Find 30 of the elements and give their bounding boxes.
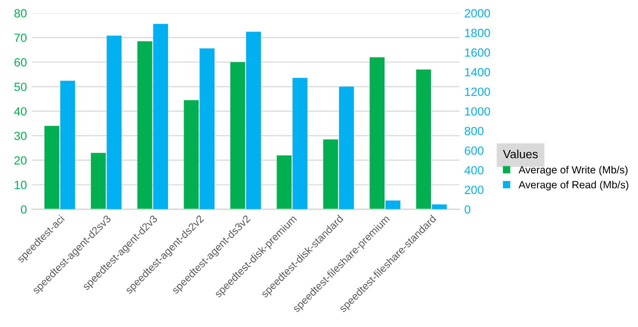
y2-tick-label: 2000: [464, 9, 490, 18]
y2-tick-label: 1600: [465, 48, 490, 57]
bar: [385, 200, 400, 210]
y2-tick-label: 800: [464, 126, 484, 136]
bar: [370, 57, 385, 210]
y-tick-label: 10: [14, 180, 27, 190]
bar: [90, 152, 106, 210]
y-tick-label: 70: [14, 34, 27, 42]
y-tick-label: 40: [14, 107, 27, 116]
y2-tick-label: 0: [464, 205, 470, 214]
y-tick-label: 20: [14, 156, 27, 165]
y-tick-label: 30: [14, 132, 27, 140]
y-tick-label: 60: [14, 58, 27, 67]
y-tick-label: 50: [14, 82, 27, 92]
legend-label: Average of Read (Mb/s): [518, 180, 628, 190]
y2-tick-label: 1000: [465, 107, 490, 116]
y2-tick-label: 400: [464, 166, 484, 174]
bar: [416, 69, 432, 210]
y-tick-label: 0: [20, 205, 27, 214]
y-tick-label: 80: [14, 9, 27, 18]
bar: [292, 78, 308, 210]
y2-tick-label: 1400: [465, 68, 490, 76]
y2-tick-label: 200: [464, 186, 484, 194]
legend-label: Average of Write (Mb/s): [518, 166, 628, 176]
y2-tick-label: 1800: [465, 28, 490, 38]
bar: [106, 36, 122, 210]
bar: [432, 204, 447, 210]
y2-tick-label: 1200: [465, 88, 490, 96]
y2-tick-label: 600: [464, 146, 484, 155]
legend-title: Values: [502, 150, 538, 158]
